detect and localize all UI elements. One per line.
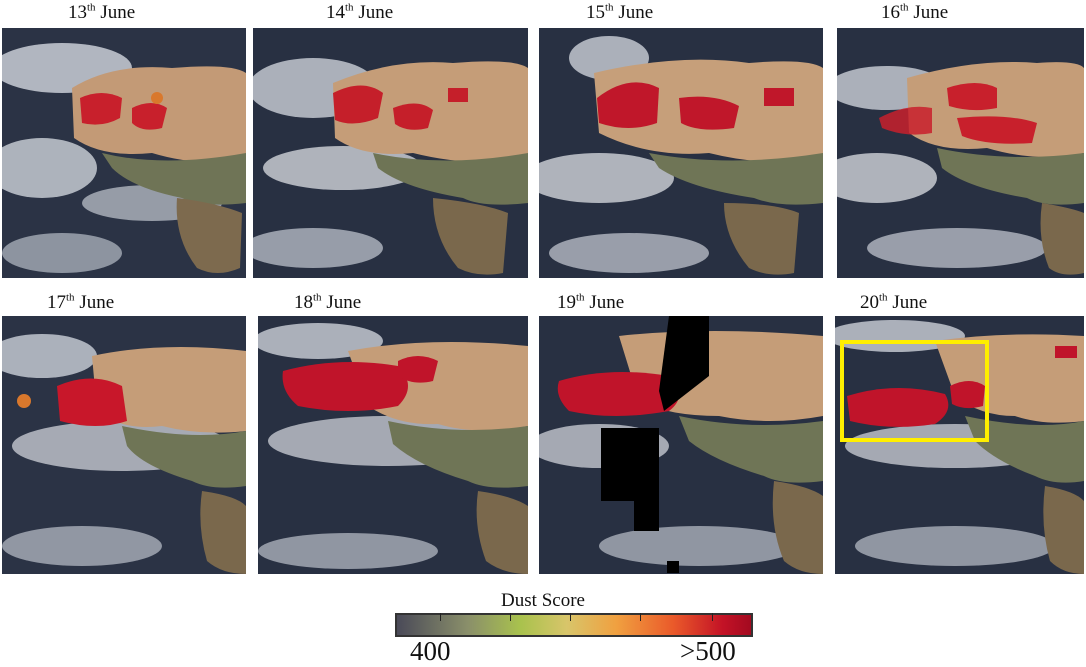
colorbar — [395, 613, 753, 637]
colorbar-max-label: >500 — [680, 636, 736, 666]
colorbar-min-label: 400 — [410, 636, 451, 666]
day-label: 17th June — [47, 291, 115, 313]
colorbar-tick — [570, 613, 571, 621]
day-label: 18th June — [294, 291, 362, 313]
day-label: 20th June — [860, 291, 928, 313]
colorbar-tick — [440, 613, 441, 621]
satellite-map — [253, 28, 528, 278]
colorbar-tick — [640, 613, 641, 621]
colorbar-tick — [510, 613, 511, 621]
satellite-map — [539, 28, 823, 278]
day-label: 14th June — [326, 1, 394, 23]
satellite-map — [2, 28, 246, 278]
satellite-map — [2, 316, 246, 574]
satellite-map — [835, 316, 1084, 574]
satellite-map — [837, 28, 1084, 278]
colorbar-tick — [712, 613, 713, 621]
day-label: 19th June — [557, 291, 625, 313]
day-label: 13th June — [68, 1, 136, 23]
day-label: 16th June — [881, 1, 949, 23]
colorbar-title: Dust Score — [501, 590, 585, 611]
satellite-map — [258, 316, 528, 574]
day-label: 15th June — [586, 1, 654, 23]
satellite-map — [539, 316, 823, 574]
